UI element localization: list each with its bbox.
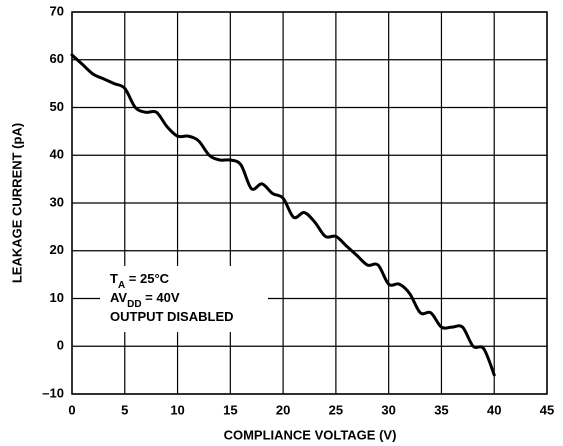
annotation-part: A xyxy=(118,280,125,291)
annotation-part: AV xyxy=(110,290,127,305)
annotation-part: DD xyxy=(127,299,141,310)
y-tick-label: 0 xyxy=(57,338,64,353)
y-tick-label: 40 xyxy=(50,147,64,162)
x-tick-label: 45 xyxy=(540,402,554,417)
y-tick-label: 70 xyxy=(50,3,64,18)
x-tick-label: 40 xyxy=(487,402,501,417)
x-tick-label: 10 xyxy=(170,402,184,417)
annotation: AVDD = 40V xyxy=(110,290,180,310)
x-tick-label: 0 xyxy=(68,402,75,417)
data-line xyxy=(70,53,496,377)
y-tick-label: 20 xyxy=(50,242,64,257)
x-tick-label: 30 xyxy=(381,402,395,417)
y-tick-label: –10 xyxy=(42,385,64,400)
annotation: OUTPUT DISABLED xyxy=(110,309,234,324)
x-tick-label: 15 xyxy=(223,402,237,417)
y-axis-label: LEAKAGE CURRENT (pA) xyxy=(9,123,24,283)
x-axis-label: COMPLIANCE VOLTAGE (V) xyxy=(224,427,397,442)
y-tick-label: 60 xyxy=(50,51,64,66)
x-tick-label: 25 xyxy=(329,402,343,417)
plot-frame xyxy=(71,11,548,395)
annotation-part: T xyxy=(110,271,118,286)
x-tick-label: 5 xyxy=(121,402,128,417)
x-tick-label: 35 xyxy=(434,402,448,417)
annotation-part: OUTPUT DISABLED xyxy=(110,309,234,324)
x-tick-label: 20 xyxy=(276,402,290,417)
annotation-part: = 25°C xyxy=(125,271,169,286)
annotation: TA = 25°C xyxy=(110,271,170,291)
y-tick-label: 30 xyxy=(50,194,64,209)
y-tick-label: 10 xyxy=(50,290,64,305)
annotation-background xyxy=(100,266,268,332)
annotation-part: = 40V xyxy=(142,290,180,305)
y-tick-label: 50 xyxy=(50,99,64,114)
